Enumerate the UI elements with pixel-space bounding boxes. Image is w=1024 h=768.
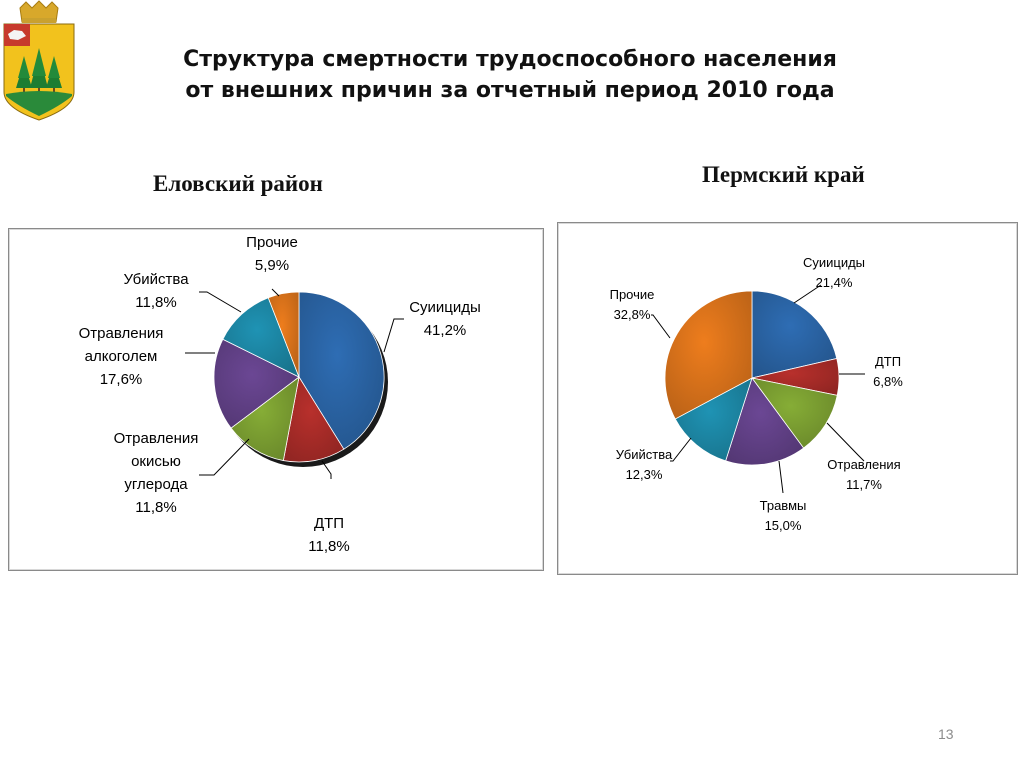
pie-chart-elovsky: Суиициды 41,2% ДТП 11,8% Отравления окисью угл… bbox=[8, 228, 544, 571]
perm-slice-value-4: 15,0% bbox=[765, 518, 802, 533]
perm-slice-label-1: Суиициды 21,4% bbox=[803, 255, 865, 290]
elovsky-slice-label-5: Убийства 11,8% bbox=[123, 271, 189, 311]
perm-slice-label-6: Прочие 32,8% bbox=[610, 287, 655, 322]
perm-slice-label-3: Отравления 11,7% bbox=[827, 457, 900, 492]
perm-leader-line-5 bbox=[670, 437, 692, 462]
slide-title: Структура смертности трудоспособного нас… bbox=[130, 44, 890, 106]
elovsky-slice-1 bbox=[298, 291, 385, 450]
perm-leader-line-6 bbox=[651, 314, 671, 339]
page-number: 13 bbox=[938, 726, 954, 742]
elovsky-slice-4 bbox=[213, 338, 300, 429]
elovsky-slice-label-1: Суиициды 41,2% bbox=[409, 299, 481, 339]
elovsky-leader-line-6 bbox=[271, 288, 280, 297]
elovsky-slice-5 bbox=[222, 297, 300, 378]
perm-slice-label-5: Убийства 12,3% bbox=[616, 447, 673, 482]
perm-slice-value-2: 6,8% bbox=[873, 374, 903, 389]
perm-slice-value-6: 32,8% bbox=[614, 307, 651, 322]
elovsky-slice-2 bbox=[282, 375, 345, 463]
elovsky-leader-line-2 bbox=[321, 460, 332, 479]
elovsky-leader-line-3 bbox=[199, 438, 250, 476]
perm-slice-value-3: 11,7% bbox=[846, 477, 882, 492]
elovsky-slice-label-3: Отравления окисью углерода 11,8% bbox=[114, 430, 199, 516]
coat-of-arms-logo bbox=[3, 0, 75, 121]
elovsky-slice-6 bbox=[267, 291, 300, 378]
elovsky-slice-label-2: ДТП 11,8% bbox=[308, 515, 349, 555]
pie-chart-perm-svg: Суиициды 21,4% ДТП 6,8% Отравления 11,7% Травм… bbox=[610, 255, 904, 533]
perm-slice-value-5: 12,3% bbox=[626, 467, 663, 482]
chart-title-perm: Пермский край bbox=[702, 162, 865, 187]
slide-title-line-1: Структура смертности трудоспособного нас… bbox=[183, 47, 837, 72]
perm-pie: Суиициды 21,4% ДТП 6,8% Отравления 11,7% Травм… bbox=[610, 255, 904, 533]
perm-slice-label-2: ДТП 6,8% bbox=[873, 354, 903, 389]
pie-chart-elovsky-svg: Суиициды 41,2% ДТП 11,8% Отравления окисью угл… bbox=[79, 234, 481, 555]
elovsky-slice-label-4: Отравления алкоголем 17,6% bbox=[79, 325, 164, 388]
perm-leader-line-4 bbox=[778, 460, 784, 494]
perm-leader-line-1 bbox=[793, 284, 822, 304]
perm-slice-1 bbox=[751, 290, 838, 379]
perm-slice-3 bbox=[751, 377, 838, 449]
slide-title-line-2: от внешних причин за отчетный период 201… bbox=[185, 78, 835, 103]
perm-leader-line-3 bbox=[826, 422, 865, 462]
elovsky-slice-value-6: 5,9% bbox=[255, 257, 289, 274]
elovsky-slice-value-4: 17,6% bbox=[100, 371, 143, 388]
perm-slice-label-4: Травмы 15,0% bbox=[760, 498, 807, 533]
elovsky-slice-value-5: 11,8% bbox=[135, 294, 176, 311]
elovsky-leader-line-1 bbox=[383, 318, 404, 353]
elovsky-slice-value-3: 11,8% bbox=[135, 499, 176, 516]
perm-slice-value-1: 21,4% bbox=[816, 275, 853, 290]
elovsky-leader-line-5 bbox=[199, 291, 242, 313]
elovsky-slice-label-6: Прочие 5,9% bbox=[246, 234, 298, 274]
elovsky-slice-value-2: 11,8% bbox=[308, 538, 349, 555]
chart-title-elovsky: Еловский район bbox=[153, 171, 323, 196]
perm-slice-6 bbox=[664, 290, 753, 420]
elovsky-slice-value-1: 41,2% bbox=[424, 322, 467, 339]
perm-slice-5 bbox=[674, 377, 753, 462]
elovsky-pie: Суиициды 41,2% ДТП 11,8% Отравления окисью угл… bbox=[79, 234, 481, 555]
pie-chart-perm: Суиициды 21,4% ДТП 6,8% Отравления 11,7% Травм… bbox=[557, 222, 1018, 575]
